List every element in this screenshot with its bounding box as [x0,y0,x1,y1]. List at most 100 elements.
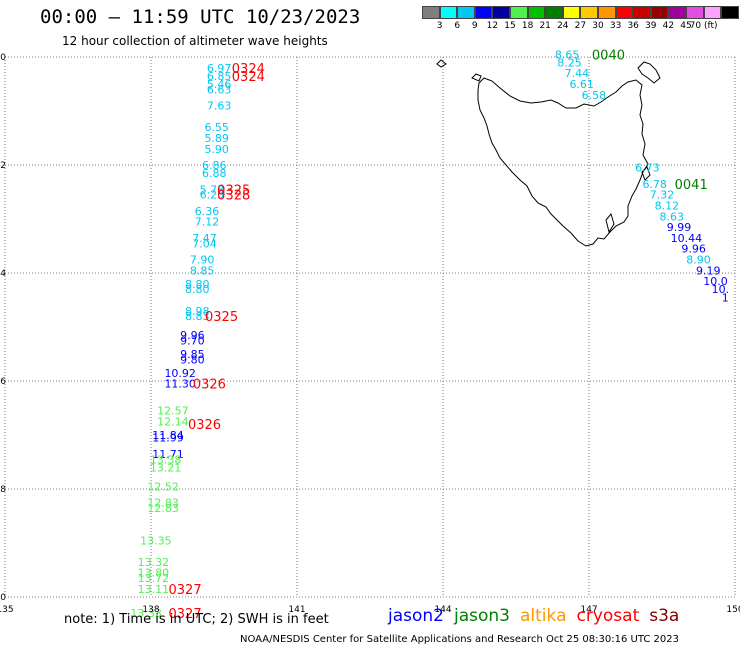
lon-tick-label: 141 [288,605,305,615]
satellite-jason2: jason2 [388,606,444,626]
wave-height-value: 7.04 [192,237,217,250]
wave-height-value: 6.88 [202,167,227,180]
lon-tick-label: 147 [580,605,597,615]
bruny-island [605,212,615,234]
legend-swatch [650,6,669,19]
lat-tick-label: -44 [0,269,6,279]
wave-height-value: 8.85 [190,264,215,277]
legend-label: 24 [557,21,569,31]
wave-height-value: 9.80 [180,353,205,366]
wave-height-value: 10.92 [164,367,196,380]
wave-height-value: 12.83 [147,502,179,515]
wave-height-value: 12.83 [147,497,179,510]
pass-time-label: 0041 [675,178,708,193]
wave-height-value: 8.25 [557,56,582,69]
wave-height-value: 6.73 [635,162,660,175]
legend-label: 42 [662,21,675,31]
legend-label: 30 [592,21,604,31]
lat-tick-label: -46 [0,377,6,387]
observation-labels: 6.976.855.466.63 7.63 6.555.895.90 6.866.88… [130,48,729,620]
wave-height-value: 6.86 [202,159,227,172]
legend-label: 45 [680,21,692,31]
legend-swatch [562,6,581,19]
color-legend [422,6,739,19]
wave-height-value: 12.57 [157,405,189,418]
legend-swatch [474,6,493,19]
legend-swatch [721,6,739,19]
wave-height-value: 9.96 [180,329,205,342]
hunter-island [471,73,482,82]
wave-height-value: 8.80 [185,283,210,296]
wave-height-value: 10. [712,283,730,296]
satellite-cryosat: cryosat [576,606,640,626]
credit-line: NOAA/NESDIS Center for Satellite Applica… [240,634,679,645]
lon-tick-label: 135 [0,605,14,615]
wave-height-value: 12.52 [147,480,179,493]
pass-time-label: 0327 [169,607,202,622]
wave-height-value: 8.83 [185,310,210,323]
wave-height-value: 13.72 [138,572,170,585]
legend-label: 6 [454,21,461,31]
wave-height-value: 5.46 [207,78,232,91]
map-grid [4,56,736,598]
wave-height-value: 1 [722,291,729,304]
lon-tick-label: 144 [434,605,451,615]
wave-height-value: 8.80 [185,278,210,291]
legend-swatch [668,6,686,19]
legend-swatch [633,6,651,19]
wave-height-value: 13.21 [150,461,182,474]
legend-swatch [492,6,510,19]
legend-swatch [509,6,528,19]
wave-height-value: 6.78 [642,178,667,191]
maria-island [641,166,651,181]
pass-time-labels: 0324032403250328032503260326032703270040… [169,48,708,622]
wave-height-value: 6.36 [195,205,220,218]
pass-time-label: 0324 [232,62,265,77]
legend-swatch [580,6,598,19]
lat-tick-label: -42 [0,161,6,171]
wave-height-value: 9.85 [180,348,205,361]
satellite-altika: altika [520,606,567,626]
satellite-jason3: jason3 [454,606,510,626]
legend-label: 36 [627,21,639,31]
legend-label: 33 [609,21,622,31]
wave-height-value: 8.90 [686,254,711,267]
pass-time-label: 0326 [193,378,226,393]
legend-label: 9 [471,21,478,31]
wave-height-value: 11.71 [152,448,184,461]
legend-label: 27 [574,21,587,31]
wave-height-value: 6.61 [569,78,594,91]
legend-swatch [527,6,546,19]
wave-height-value: 13.80 [138,567,170,580]
lat-tick-label: -48 [0,485,6,495]
pass-time-label: 0328 [217,189,250,204]
wave-height-value: 5.89 [204,132,229,145]
legend-label: 39 [645,21,657,31]
satellite-s3a: s3a [649,606,680,626]
pass-time-label: 0327 [169,583,202,598]
wave-height-value: 5.78 [200,183,225,196]
wave-height-value: 5.90 [204,143,229,156]
wave-height-value: 7.47 [192,232,217,245]
pass-time-label: 0040 [592,48,625,63]
wave-height-value: 12.14 [157,416,189,429]
wave-height-value: 7.32 [650,189,675,202]
pass-time-label: 0325 [217,183,250,198]
legend-swatch [615,6,634,19]
wave-height-value: 13.33 [130,607,162,620]
wave-height-value: 6.85 [207,70,232,83]
wave-height-value: 6.25 [200,189,225,202]
wave-height-value: 11.99 [152,432,184,445]
king-island [436,59,447,68]
wave-height-value: 7.90 [190,254,215,267]
wave-height-value: 9.96 [681,243,706,256]
wave-height-value: 11.84 [152,429,184,442]
legend-swatch [457,6,475,19]
legend-swatch [597,6,616,19]
wave-height-value: 8.98 [185,305,210,318]
wave-height-value: 6.63 [207,83,232,96]
legend-swatch [439,6,458,19]
wave-height-value: 8.65 [555,48,580,61]
wave-height-value: 9.99 [667,221,692,234]
